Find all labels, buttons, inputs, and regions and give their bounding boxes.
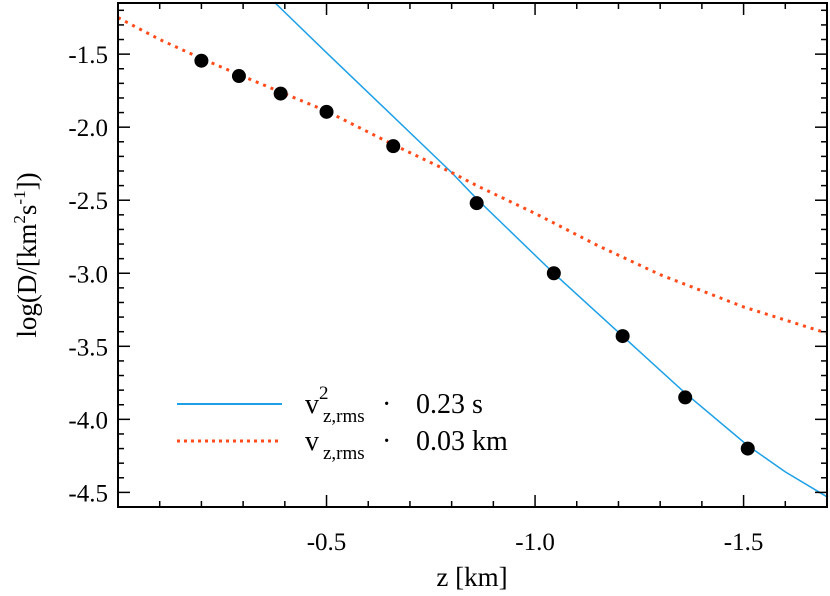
legend-0-value: 0.23 s	[416, 389, 483, 420]
legend-1-base: v	[305, 426, 319, 457]
y-tick-labels: -1.5 -2.0 -2.5 -3.0 -3.5 -4.0 -4.5	[68, 42, 108, 507]
y-tick-label: -2.5	[68, 188, 108, 215]
plot-frame	[117, 2, 828, 508]
data-point	[194, 53, 209, 68]
data-point	[740, 441, 755, 456]
x-tick-label: -0.5	[307, 529, 347, 556]
data-point	[319, 104, 334, 119]
data-point	[273, 86, 288, 101]
x-tick-label: -1.0	[515, 529, 555, 556]
y-tick-label: -1.5	[68, 42, 108, 69]
y-axis-label: log(D/[km2s-1])	[10, 172, 42, 337]
legend-entry-0: v2 z,rms · 0.23 s	[305, 383, 483, 427]
legend-1-value: 0.03 km	[416, 426, 508, 457]
series-line-dotted	[118, 16, 827, 335]
plot-marks	[118, 3, 827, 498]
x-tick-labels: -0.5 -1.0 -1.5	[307, 529, 764, 556]
legend-1-sub: z,rms	[323, 443, 365, 464]
y-label-prefix: log(D/[km	[12, 224, 42, 338]
legend-0-dot: ·	[382, 389, 391, 420]
legend-1-dot: ·	[382, 426, 391, 457]
legend: v2 z,rms · 0.23 s v z,rms · 0.03 km	[177, 383, 508, 464]
x-tick-label: -1.5	[724, 529, 764, 556]
legend-entry-1: v z,rms · 0.03 km	[305, 426, 508, 464]
data-point	[386, 139, 401, 154]
legend-0-sup: 2	[319, 383, 329, 404]
data-point	[678, 390, 693, 405]
data-point	[615, 329, 630, 344]
y-label-mid: s	[12, 205, 42, 216]
data-point	[469, 196, 484, 211]
y-tick-label: -3.5	[68, 334, 108, 361]
y-tick-label: -4.0	[68, 407, 108, 434]
axis-ticks	[118, 3, 828, 508]
legend-0-sub: z,rms	[323, 406, 365, 427]
y-tick-label: -2.0	[68, 115, 108, 142]
x-axis-label: z [km]	[436, 562, 507, 592]
y-tick-label: -4.5	[68, 480, 108, 507]
y-label-sup2: -1	[10, 190, 29, 204]
legend-0-base: v	[305, 389, 319, 420]
y-tick-label: -3.0	[68, 261, 108, 288]
y-label-suffix: ])	[12, 172, 42, 190]
data-point	[546, 266, 561, 281]
y-label-sup1: 2	[10, 215, 29, 224]
data-point	[231, 69, 246, 84]
